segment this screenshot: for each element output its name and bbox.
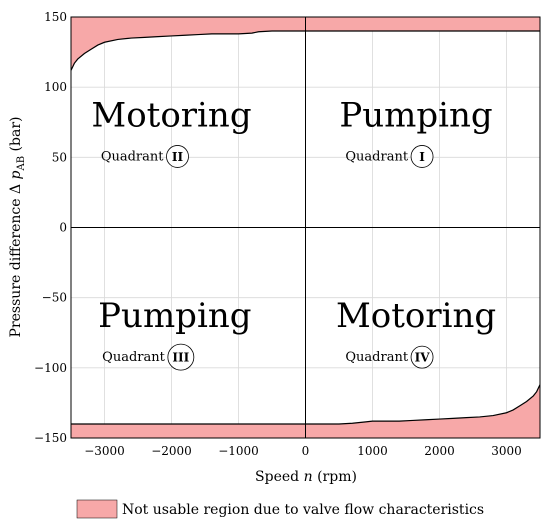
lower-boundary-line (71, 384, 541, 425)
quadrant-mode: Pumping (98, 296, 251, 336)
quadrant-circle (166, 145, 189, 168)
quadrant-word: Quadrant (345, 149, 408, 164)
x-tick-label: −3000 (84, 444, 125, 458)
y-tick-label: −50 (42, 291, 67, 305)
quadrant-iv: Motoring Quadrant IV (336, 296, 496, 369)
lower-unusable-region (71, 384, 540, 438)
x-tick-label: −2000 (151, 444, 192, 458)
zero-axes (71, 17, 540, 438)
upper-unusable-region (71, 17, 540, 71)
x-tick-label: 0 (302, 444, 310, 458)
quadrant-mode: Motoring (91, 95, 251, 135)
legend-label: Not usable region due to valve flow char… (122, 502, 484, 518)
quadrant-mode: Pumping (339, 95, 492, 135)
quadrant-numeral: IV (415, 351, 431, 365)
x-axis-label-prefix: Speed (255, 469, 304, 485)
y-axis-label-var: p (8, 170, 24, 179)
y-tick-label: −100 (34, 361, 67, 375)
quadrant-word: Quadrant (101, 149, 164, 164)
legend-swatch (76, 499, 118, 519)
y-tick-labels: −150 −100 −50 0 50 100 150 (34, 10, 67, 445)
legend: Not usable region due to valve flow char… (76, 499, 484, 519)
y-tick-label: 50 (52, 150, 67, 164)
quadrant-ii: Motoring Quadrant II (91, 95, 252, 168)
quadrant-mode: Motoring (336, 296, 496, 336)
quadrant-circle (410, 145, 434, 168)
y-axis-label-sub: AB (16, 156, 27, 172)
y-tick-label: 150 (44, 10, 67, 24)
x-axis-label-unit: (rpm) (313, 469, 357, 485)
quadrant-circle (167, 343, 195, 371)
upper-boundary-line (70, 30, 540, 71)
x-axis-label: Speed n (rpm) (255, 469, 357, 485)
quadrant-circle (410, 345, 434, 369)
x-tick-labels: −3000 −2000 −1000 0 1000 2000 3000 (84, 444, 522, 458)
quadrant-word: Quadrant (102, 350, 165, 365)
y-axis-label: Pressure difference Δ pAB (bar) (8, 117, 27, 338)
x-tick-label: −1000 (218, 444, 259, 458)
unusable-regions (70, 17, 541, 438)
quadrant-word: Quadrant (345, 350, 408, 365)
x-tick-label: 1000 (357, 444, 388, 458)
quadrant-numeral: II (172, 150, 184, 164)
x-tick-label: 3000 (491, 444, 522, 458)
quadrant-iii: Pumping Quadrant III (98, 296, 252, 371)
quadrant-numeral: I (419, 150, 425, 164)
y-tick-label: 100 (44, 80, 67, 94)
x-axis-label-var: n (304, 469, 313, 485)
quadrant-numeral: III (172, 351, 189, 365)
y-axis-label-unit: (bar) (8, 117, 24, 156)
plot-frame (70, 16, 541, 439)
y-tick-label: −150 (34, 431, 67, 445)
y-axis-label-prefix: Pressure difference Δ (8, 179, 24, 337)
x-tick-label: 2000 (424, 444, 455, 458)
y-tick-label: 0 (59, 221, 67, 235)
quadrant-i: Pumping Quadrant I (339, 95, 493, 168)
